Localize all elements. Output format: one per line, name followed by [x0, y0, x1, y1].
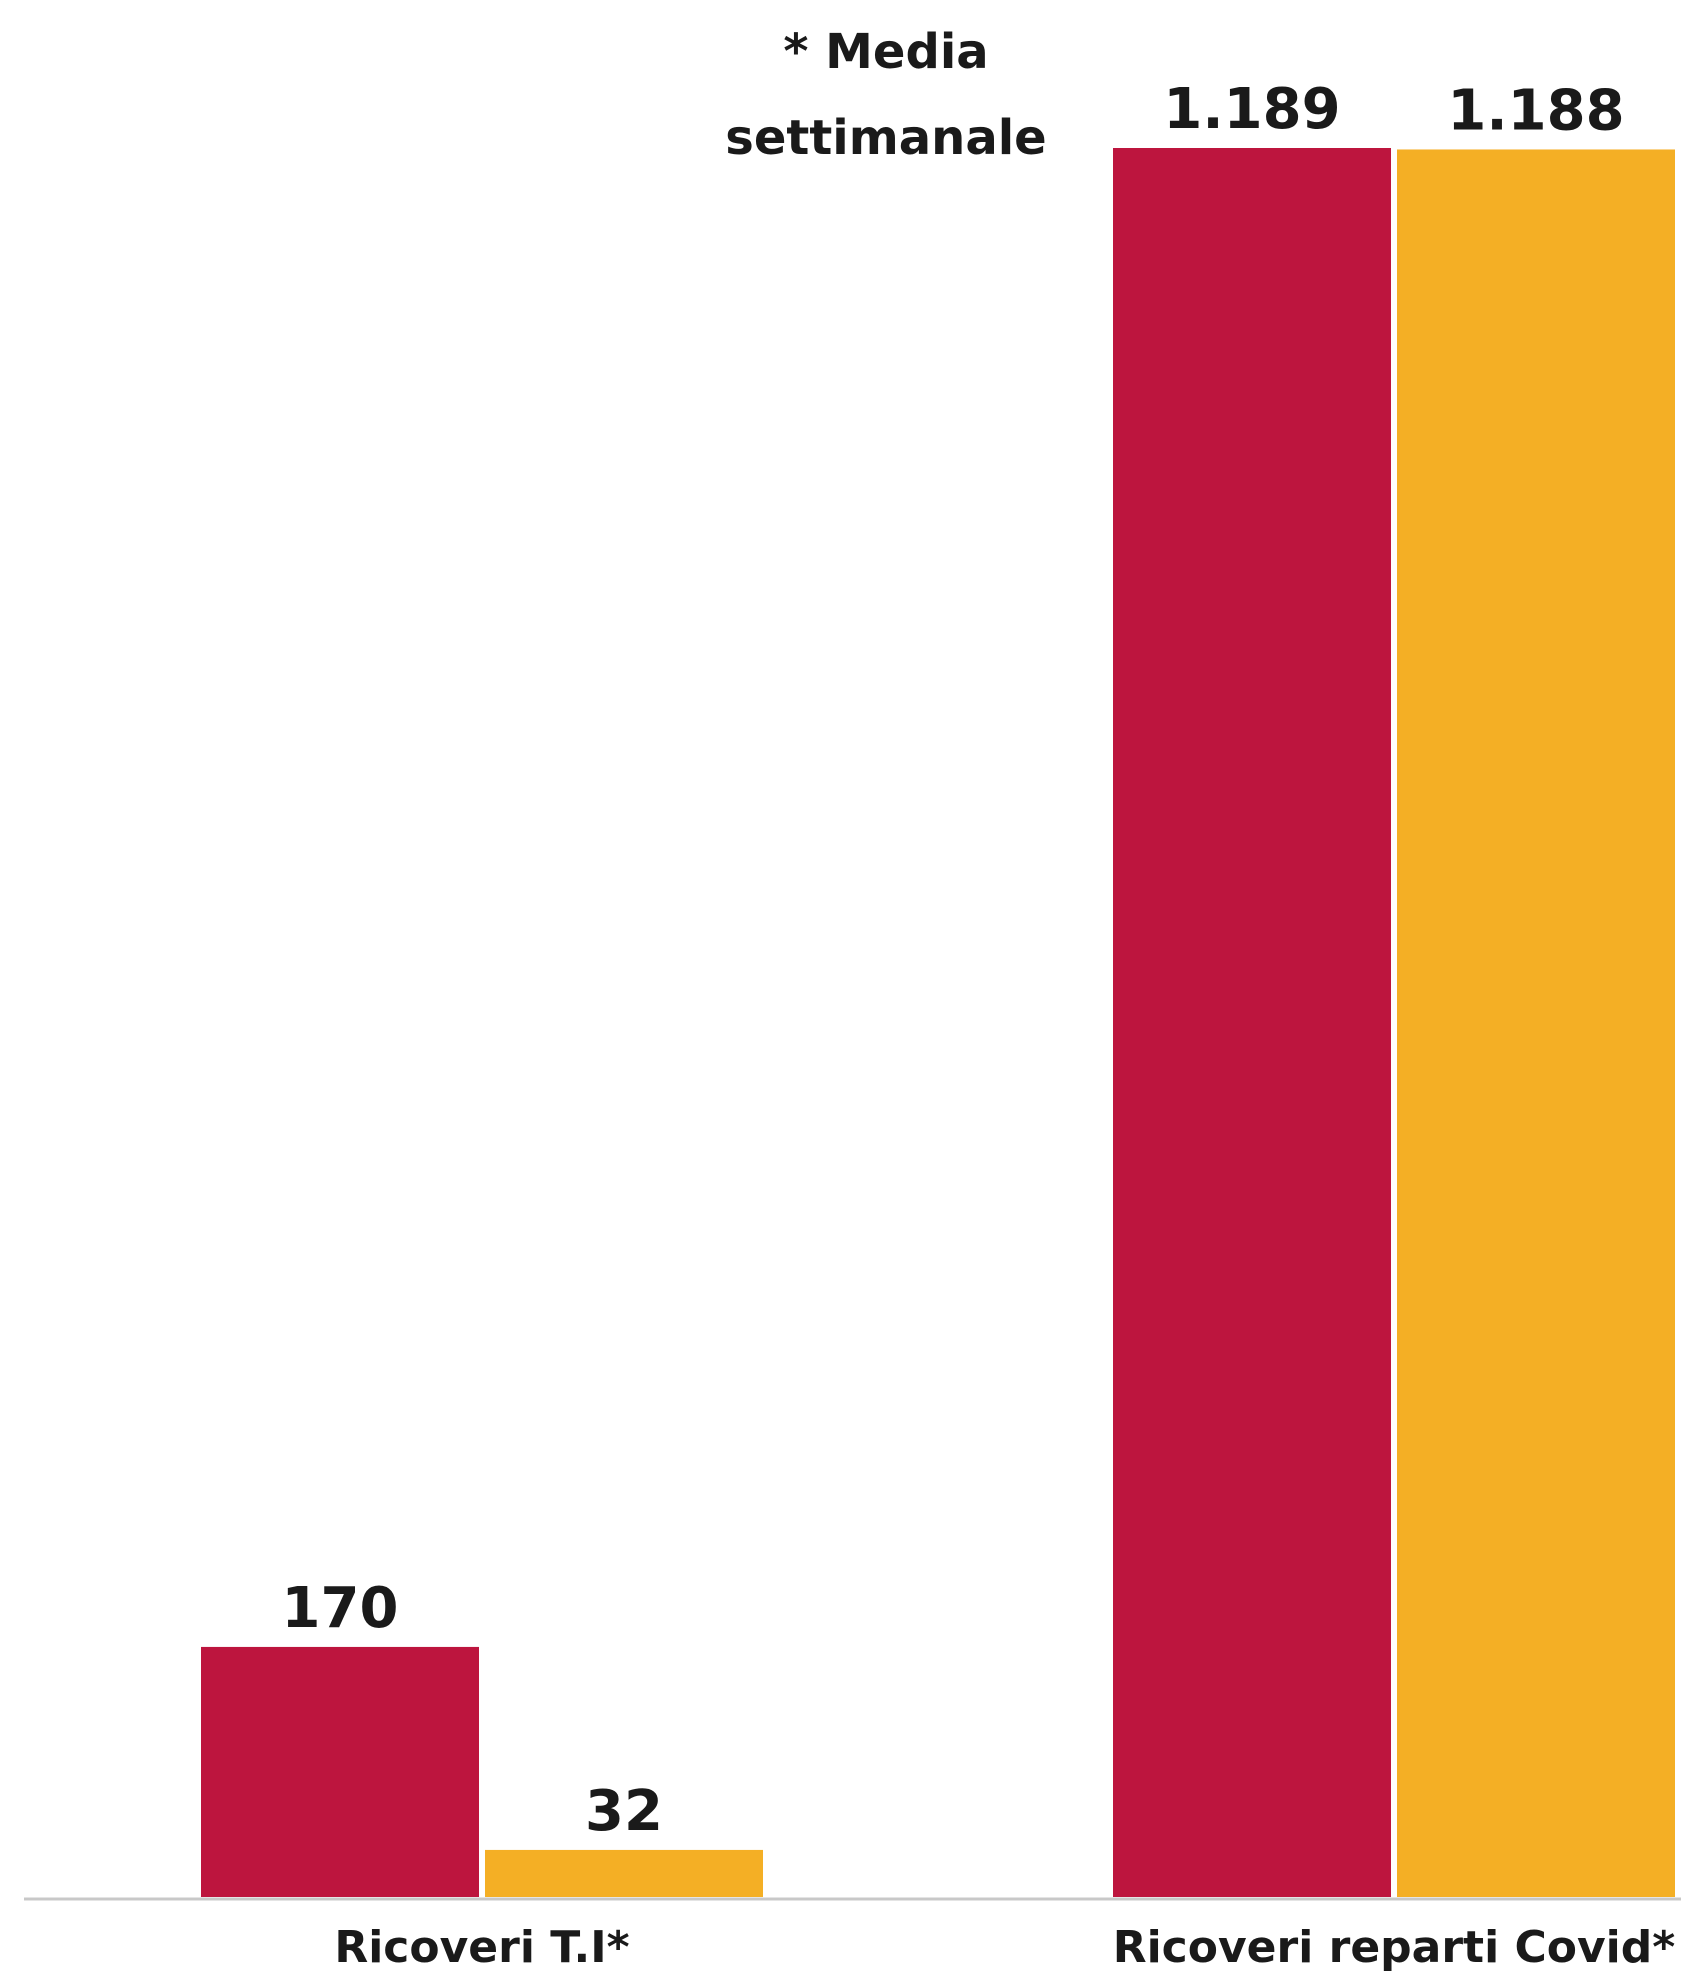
category-labels-group: Ricoveri T.I* Ricoveri reparti Covid* — [334, 1922, 1675, 1973]
bar-value-label: 32 — [585, 1779, 663, 1844]
bar-ricoveri-reparti-covid-series-1 — [1113, 148, 1391, 1897]
bar-value-label: 1.189 — [1163, 77, 1340, 142]
annotation-line-2: settimanale — [725, 110, 1046, 166]
bar-value-label: 1.188 — [1447, 78, 1624, 143]
annotation-line-1: * Media — [783, 24, 988, 80]
bars-group — [201, 148, 1675, 1898]
bar-ricoveri-ti-series-2 — [485, 1849, 763, 1897]
bar-ricoveri-ti-series-1 — [201, 1646, 479, 1897]
bar-value-label: 170 — [282, 1576, 399, 1641]
category-label: Ricoveri T.I* — [334, 1922, 629, 1973]
category-label: Ricoveri reparti Covid* — [1113, 1922, 1676, 1973]
value-labels-group: 170 32 1.189 1.188 — [282, 77, 1625, 1844]
bar-ricoveri-reparti-covid-series-2 — [1397, 149, 1675, 1898]
